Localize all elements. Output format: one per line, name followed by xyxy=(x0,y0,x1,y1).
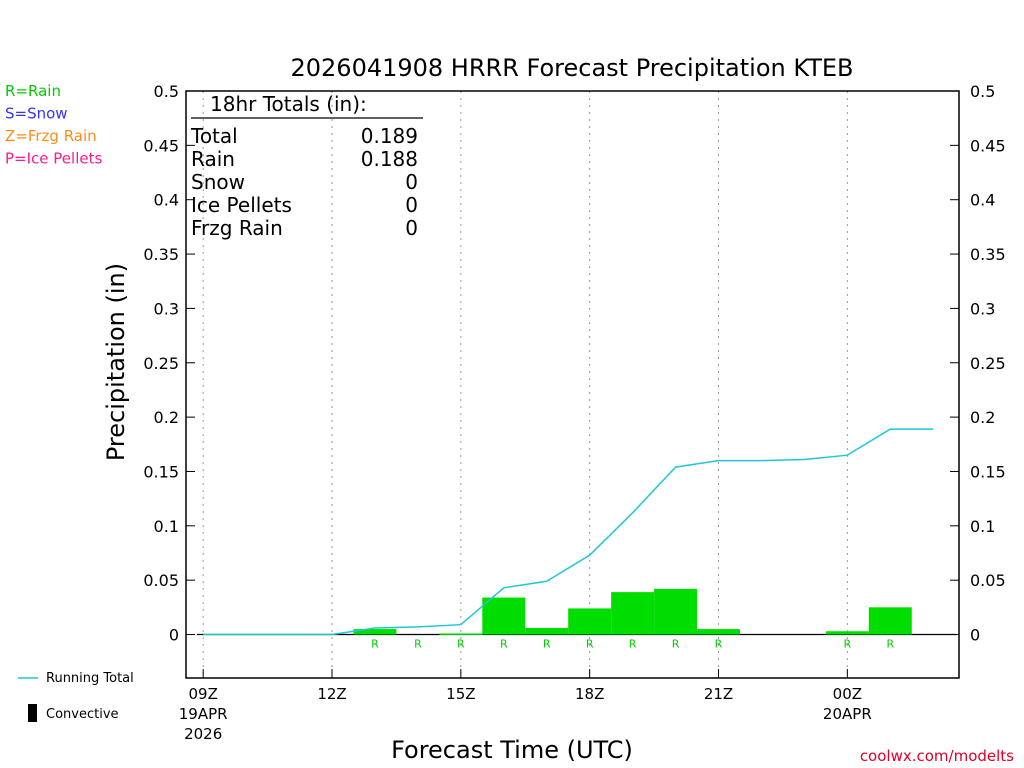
running-total-line-group xyxy=(203,428,934,636)
y-tick-left-label: 0.35 xyxy=(143,245,179,264)
plot-frame xyxy=(185,90,960,679)
y-tick-left-label: 0.3 xyxy=(154,299,179,318)
x-tick-date-00Z: 20APR xyxy=(823,705,872,723)
legend-r: R=Rain xyxy=(5,82,61,100)
precip-bar-21 xyxy=(697,629,740,635)
chart-title: 2026041908 HRRR Forecast Precipitation K… xyxy=(290,54,853,82)
y-tick-left-label: 0 xyxy=(169,626,179,645)
gridlines xyxy=(202,91,848,678)
precip-type-code-21: R xyxy=(715,638,723,651)
precip-bar-20 xyxy=(654,588,698,635)
y-tick-right-label: 0.1 xyxy=(970,517,995,536)
totals-row-label: Snow xyxy=(191,170,245,194)
precip-bar-25 xyxy=(868,607,912,635)
y-tick-left-label: 0.1 xyxy=(154,517,179,536)
convective-legend-label: Convective xyxy=(46,707,119,722)
totals-row-value: 0 xyxy=(405,193,418,217)
y-tick-left-label: 0.4 xyxy=(154,191,179,210)
x-axis: 09Z 19APR 2026 12Z 15Z 18Z 21Z 00Z 20APR xyxy=(179,669,872,743)
precip-type-code-19: R xyxy=(629,638,637,651)
y-tick-right-label: 0.15 xyxy=(970,462,1006,481)
precip-type-code-25: R xyxy=(886,638,894,651)
precip-type-legend: R=Rain S=Snow Z=Frzg Rain P=Ice Pellets xyxy=(5,82,102,168)
y-tick-left-label: 0.15 xyxy=(143,462,179,481)
totals-row-label: Ice Pellets xyxy=(191,193,292,217)
legend-p: P=Ice Pellets xyxy=(5,150,102,168)
y-tick-left-label: 0.5 xyxy=(154,82,179,101)
totals-box: 18hr Totals (in): Total 0.189 Rain 0.188 Snow… xyxy=(190,92,423,240)
x-tick-label-15Z: 15Z xyxy=(446,685,475,703)
y-tick-right-label: 0.45 xyxy=(970,136,1006,155)
y-tick-right-label: 0.5 xyxy=(970,82,995,101)
x-tick-label-18Z: 18Z xyxy=(575,685,604,703)
precip-bar-17 xyxy=(525,627,569,635)
totals-row-label: Total xyxy=(190,124,238,148)
totals-row-value: 0 xyxy=(405,170,418,194)
precip-bar-24 xyxy=(825,631,869,635)
x-tick-label-12Z: 12Z xyxy=(317,685,346,703)
legend-z: Z=Frzg Rain xyxy=(5,127,97,145)
y-tick-left-label: 0.2 xyxy=(154,408,179,427)
y-tick-right-label: 0.3 xyxy=(970,299,995,318)
precip-type-code-15: R xyxy=(457,638,465,651)
totals-row-label: Rain xyxy=(191,147,235,171)
precip-type-code-13: R xyxy=(371,638,379,651)
precip-type-code-14: R xyxy=(414,638,422,651)
running-total-legend-label: Running Total xyxy=(46,671,134,686)
y-tick-right-label: 0.35 xyxy=(970,245,1006,264)
legend-s: S=Snow xyxy=(5,105,68,123)
totals-row-value: 0 xyxy=(405,216,418,240)
convective-legend-swatch xyxy=(28,704,37,722)
y-axis-right: 0 0.05 0.1 0.15 0.2 0.25 0.3 0.35 0.4 0.45 0.5 xyxy=(950,82,1006,645)
y-axis-label: Precipitation (in) xyxy=(102,263,130,461)
precip-type-code-24: R xyxy=(844,638,852,651)
precip-bar-13 xyxy=(353,629,397,635)
precip-bar-15 xyxy=(439,633,483,635)
credit-text: coolwx.com/modelts xyxy=(860,747,1014,765)
x-tick-date-09Z: 19APR xyxy=(179,705,228,723)
y-tick-right-label: 0.2 xyxy=(970,408,995,427)
y-tick-right-label: 0.25 xyxy=(970,354,1006,373)
y-tick-right-label: 0.05 xyxy=(970,571,1006,590)
precip-type-code-20: R xyxy=(672,638,680,651)
precip-bar-16 xyxy=(482,597,526,635)
y-tick-left-label: 0.45 xyxy=(143,136,179,155)
precip-type-code-16: R xyxy=(500,638,508,651)
y-tick-left-label: 0.05 xyxy=(143,571,179,590)
x-tick-year-09Z: 2026 xyxy=(184,725,222,743)
y-tick-right-label: 0 xyxy=(970,626,980,645)
y-tick-right-label: 0.4 xyxy=(970,191,995,210)
y-axis-left: 0 0.05 0.1 0.15 0.2 0.25 0.3 0.35 0.4 0.45 0.5 xyxy=(143,82,195,645)
precip-bar-18 xyxy=(568,608,612,635)
precip-type-code-18: R xyxy=(586,638,594,651)
precip-type-code-17: R xyxy=(543,638,551,651)
y-tick-left-label: 0.25 xyxy=(143,354,179,373)
x-tick-label-21Z: 21Z xyxy=(704,685,733,703)
precip-bar-19 xyxy=(611,592,655,635)
x-tick-label-00Z: 00Z xyxy=(833,685,862,703)
x-axis-label: Forecast Time (UTC) xyxy=(391,736,633,764)
totals-row-label: Frzg Rain xyxy=(191,216,283,240)
totals-row-value: 0.189 xyxy=(361,124,418,148)
x-tick-label-09Z: 09Z xyxy=(188,685,217,703)
totals-row-value: 0.188 xyxy=(361,147,418,171)
totals-header: 18hr Totals (in): xyxy=(210,92,367,116)
running-total-line xyxy=(203,428,934,636)
